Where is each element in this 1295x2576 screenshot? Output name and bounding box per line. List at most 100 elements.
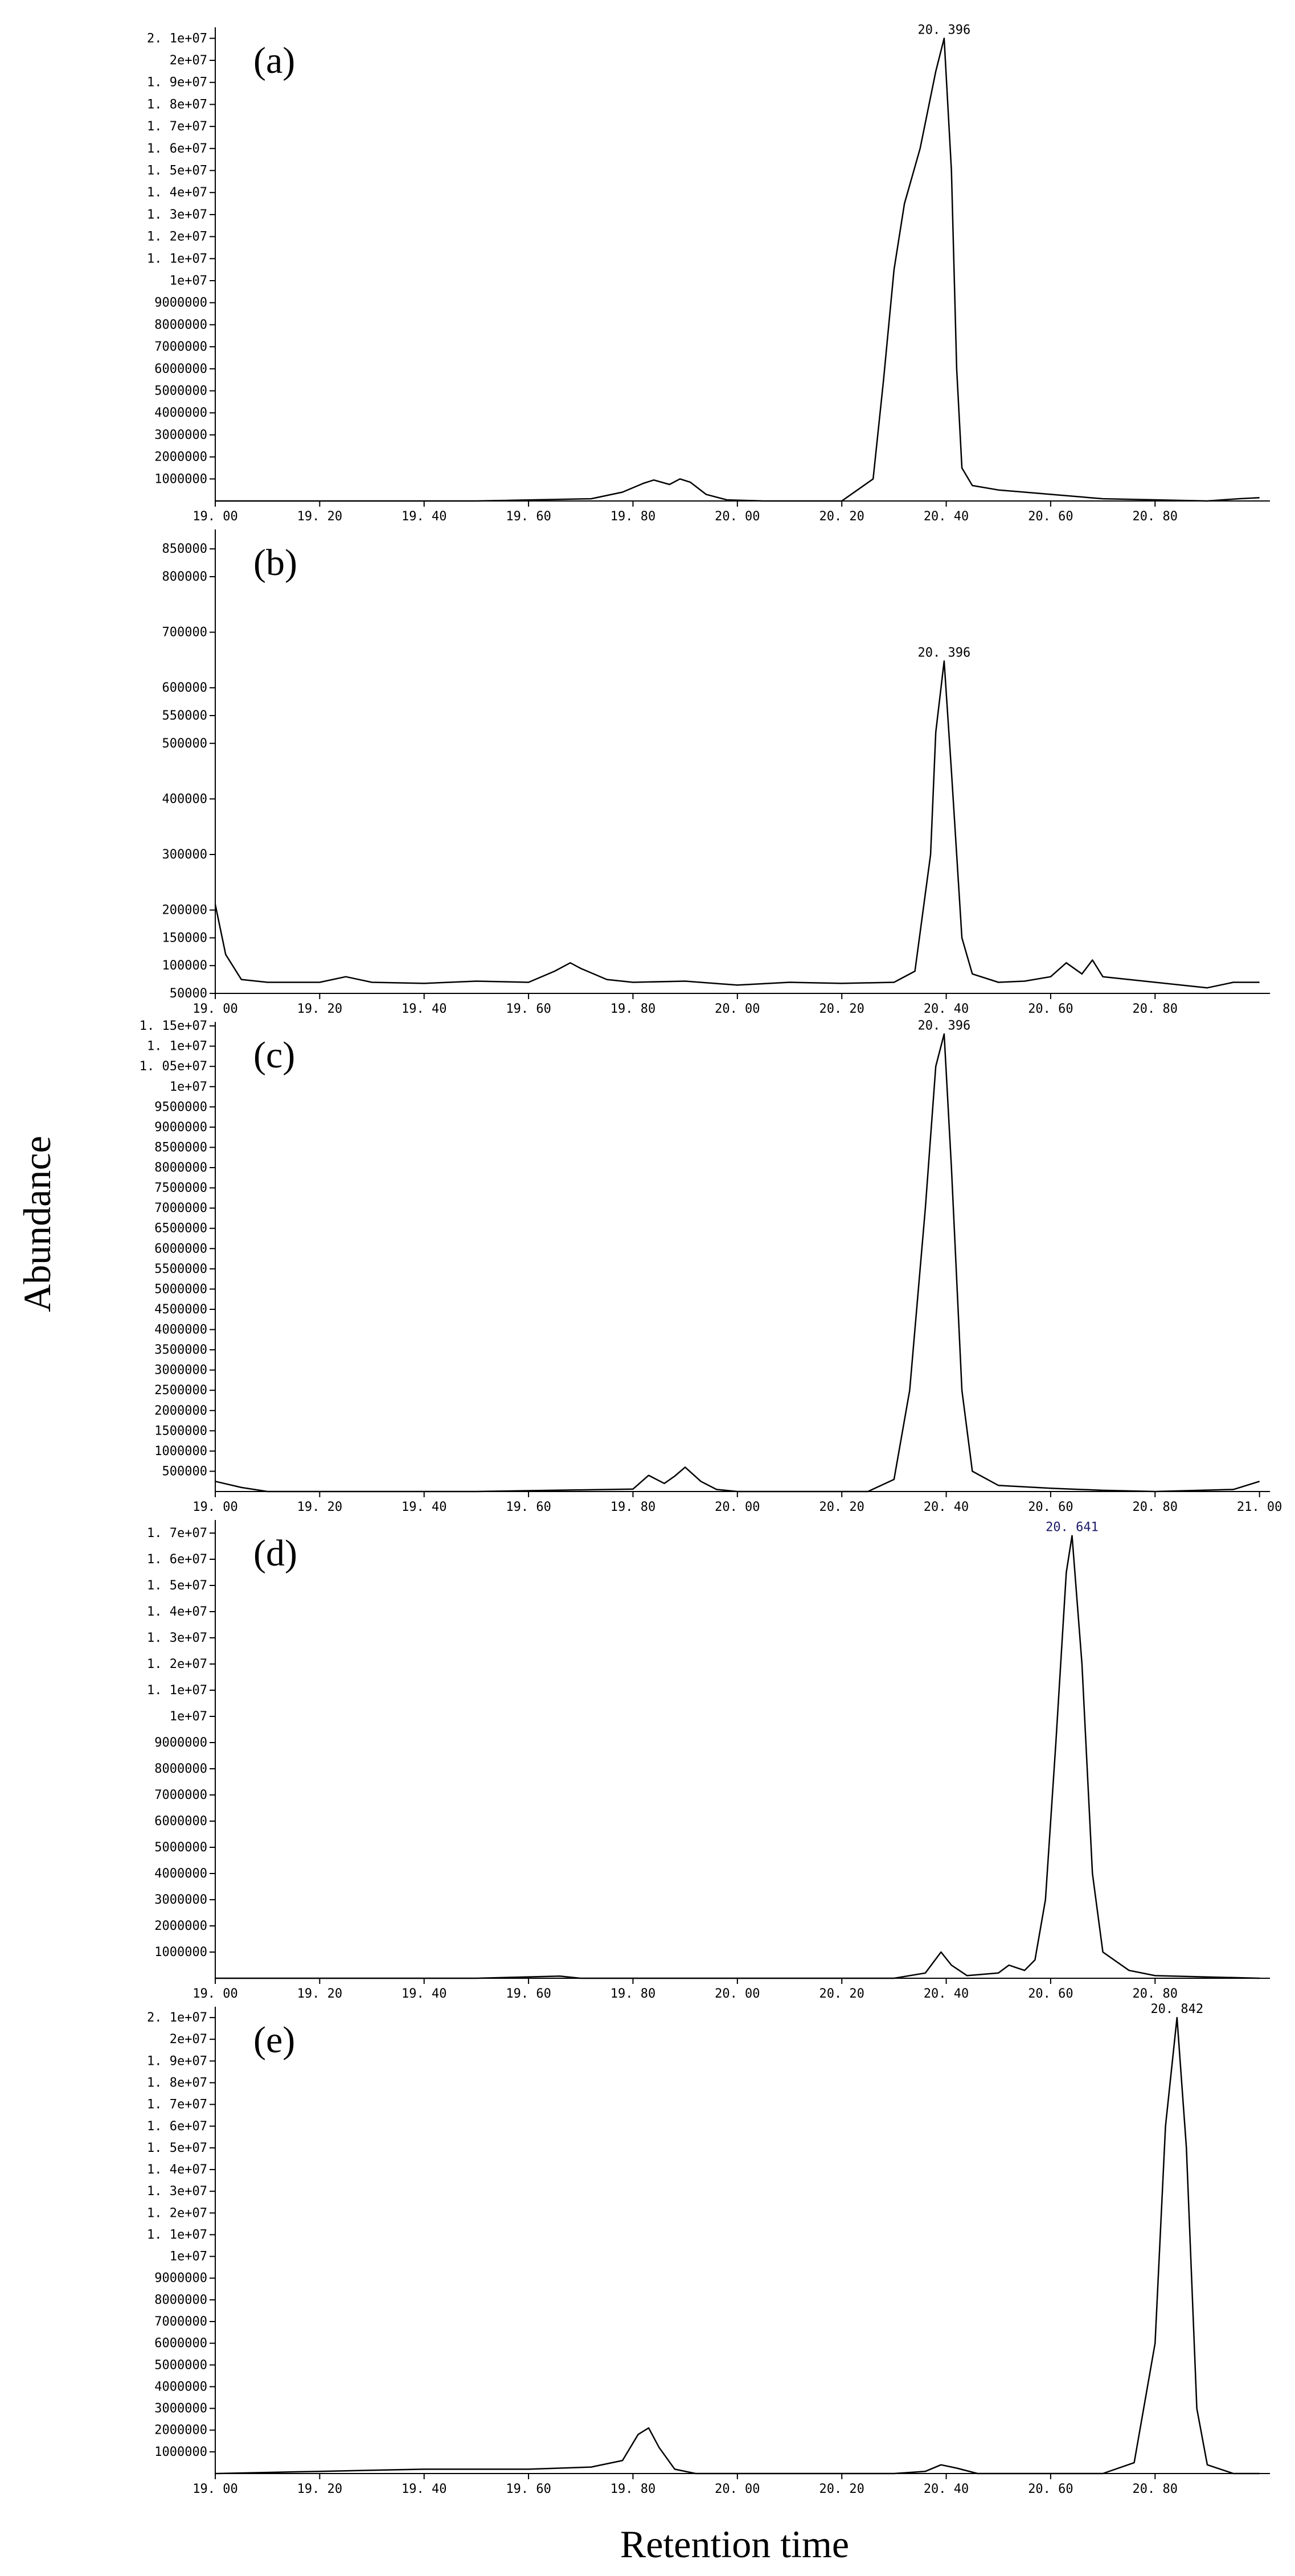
panel-letter: (d) bbox=[253, 1533, 297, 1574]
y-tick-label: 3000000 bbox=[154, 428, 207, 442]
x-tick-label: 20. 20 bbox=[819, 510, 864, 524]
x-tick-label: 20. 00 bbox=[715, 1500, 760, 1514]
y-tick-label: 4000000 bbox=[154, 406, 207, 420]
x-tick-label: 20. 20 bbox=[819, 1987, 864, 2001]
x-tick-label: 20. 20 bbox=[819, 1500, 864, 1514]
y-tick-label: 5000000 bbox=[154, 2358, 207, 2372]
x-tick-label: 20. 60 bbox=[1028, 1987, 1073, 2001]
y-tick-label: 1. 8e+07 bbox=[147, 97, 207, 112]
x-tick-label: 20. 80 bbox=[1133, 2482, 1178, 2496]
x-tick-label: 19. 80 bbox=[610, 1002, 655, 1016]
x-tick-label: 20. 60 bbox=[1028, 1002, 1073, 1016]
y-tick-label: 1. 05e+07 bbox=[140, 1059, 207, 1074]
y-tick-label: 2000000 bbox=[154, 2423, 207, 2438]
x-tick-label: 20. 60 bbox=[1028, 1500, 1073, 1514]
y-tick-label: 4000000 bbox=[154, 1323, 207, 1337]
y-tick-label: 7000000 bbox=[154, 1788, 207, 1802]
peak-label: 20. 641 bbox=[1046, 1521, 1099, 1535]
y-tick-label: 1. 9e+07 bbox=[147, 2054, 207, 2068]
x-tick-label: 19. 20 bbox=[297, 1002, 342, 1016]
y-tick-label: 2e+07 bbox=[170, 54, 207, 68]
y-tick-label: 9000000 bbox=[154, 2271, 207, 2286]
y-tick-label: 5000000 bbox=[154, 1840, 207, 1855]
y-tick-label: 5500000 bbox=[154, 1262, 207, 1276]
panel-letter: (c) bbox=[253, 1034, 295, 1076]
y-tick-label: 1e+07 bbox=[170, 1080, 207, 1094]
y-tick-label: 6500000 bbox=[154, 1222, 207, 1236]
y-tick-label: 600000 bbox=[162, 681, 207, 695]
x-tick-label: 20. 40 bbox=[924, 1987, 969, 2001]
chart-panel: 1000000 2000000 3000000 4000000 5000000 60000… bbox=[147, 23, 1270, 524]
y-tick-label: 1. 6e+07 bbox=[147, 142, 207, 156]
y-tick-label: 1. 1e+07 bbox=[147, 1040, 207, 1054]
x-tick-label: 19. 20 bbox=[297, 2482, 342, 2496]
y-tick-label: 1. 4e+07 bbox=[147, 2163, 207, 2177]
x-tick-label: 19. 20 bbox=[297, 510, 342, 524]
y-tick-label: 1. 3e+07 bbox=[147, 1631, 207, 1645]
y-tick-label: 500000 bbox=[162, 737, 207, 751]
y-tick-label: 9000000 bbox=[154, 1736, 207, 1750]
y-tick-label: 1. 1e+07 bbox=[147, 1683, 207, 1698]
y-tick-label: 1. 3e+07 bbox=[147, 2184, 207, 2199]
y-tick-label: 150000 bbox=[162, 931, 207, 945]
y-tick-label: 1. 9e+07 bbox=[147, 76, 207, 90]
y-tick-label: 1. 2e+07 bbox=[147, 2206, 207, 2220]
y-tick-label: 1. 5e+07 bbox=[147, 1579, 207, 1593]
x-tick-label: 19. 00 bbox=[192, 2482, 237, 2496]
y-tick-label: 3000000 bbox=[154, 2402, 207, 2416]
y-tick-label: 8500000 bbox=[154, 1140, 207, 1155]
y-tick-label: 550000 bbox=[162, 709, 207, 723]
y-tick-label: 1. 5e+07 bbox=[147, 2141, 207, 2155]
panel-letter: (b) bbox=[253, 542, 297, 584]
x-tick-label: 19. 40 bbox=[401, 1987, 446, 2001]
x-tick-label: 20. 60 bbox=[1028, 2482, 1073, 2496]
peak-label: 20. 396 bbox=[918, 646, 971, 660]
y-tick-label: 7000000 bbox=[154, 340, 207, 354]
x-tick-label: 19. 00 bbox=[192, 510, 237, 524]
y-tick-label: 200000 bbox=[162, 903, 207, 918]
y-tick-label: 700000 bbox=[162, 626, 207, 640]
x-tick-label: 19. 20 bbox=[297, 1500, 342, 1514]
y-tick-label: 2000000 bbox=[154, 1404, 207, 1418]
x-tick-label: 19. 60 bbox=[506, 510, 551, 524]
y-tick-label: 1. 2e+07 bbox=[147, 1657, 207, 1671]
x-tick-label: 20. 80 bbox=[1133, 1987, 1178, 2001]
y-axis-title: Abundance bbox=[15, 1136, 59, 1312]
x-tick-label: 19. 00 bbox=[192, 1500, 237, 1514]
x-tick-label: 19. 80 bbox=[610, 1987, 655, 2001]
y-tick-label: 6000000 bbox=[154, 1242, 207, 1256]
peak-label: 20. 396 bbox=[918, 23, 971, 37]
y-tick-label: 4000000 bbox=[154, 1867, 207, 1881]
x-tick-label: 20. 00 bbox=[715, 1002, 760, 1016]
x-tick-label: 19. 40 bbox=[401, 1500, 446, 1514]
y-tick-label: 850000 bbox=[162, 542, 207, 556]
y-tick-label: 1000000 bbox=[154, 1945, 207, 1959]
x-axis-title: Retention time bbox=[620, 2522, 849, 2566]
y-tick-label: 5000000 bbox=[154, 1282, 207, 1296]
y-tick-label: 1. 7e+07 bbox=[147, 2098, 207, 2112]
chromatogram-trace bbox=[215, 38, 1260, 502]
x-tick-label: 20. 40 bbox=[924, 1500, 969, 1514]
y-tick-label: 9000000 bbox=[154, 1120, 207, 1135]
y-tick-label: 1. 6e+07 bbox=[147, 1552, 207, 1567]
chart-panel: 1000000 2000000 3000000 4000000 5000000 60000… bbox=[147, 1520, 1270, 2001]
x-tick-label: 20. 80 bbox=[1133, 1500, 1178, 1514]
x-tick-label: 20. 00 bbox=[715, 510, 760, 524]
y-tick-label: 4000000 bbox=[154, 2380, 207, 2394]
x-tick-label: 20. 20 bbox=[819, 2482, 864, 2496]
y-tick-label: 1. 6e+07 bbox=[147, 2119, 207, 2134]
x-tick-label: 19. 80 bbox=[610, 510, 655, 524]
panel-letter: (a) bbox=[253, 40, 295, 81]
y-tick-label: 1. 1e+07 bbox=[147, 2228, 207, 2242]
y-tick-label: 1. 1e+07 bbox=[147, 252, 207, 266]
y-tick-label: 1. 7e+07 bbox=[147, 120, 207, 134]
y-tick-label: 400000 bbox=[162, 792, 207, 806]
peak-label: 20. 396 bbox=[918, 1018, 971, 1033]
y-tick-label: 2e+07 bbox=[170, 2032, 207, 2047]
y-tick-label: 1000000 bbox=[154, 1444, 207, 1458]
y-tick-label: 2. 1e+07 bbox=[147, 31, 207, 46]
panel-letter: (e) bbox=[253, 2019, 295, 2061]
y-tick-label: 3000000 bbox=[154, 1363, 207, 1378]
x-tick-label: 19. 60 bbox=[506, 1987, 551, 2001]
